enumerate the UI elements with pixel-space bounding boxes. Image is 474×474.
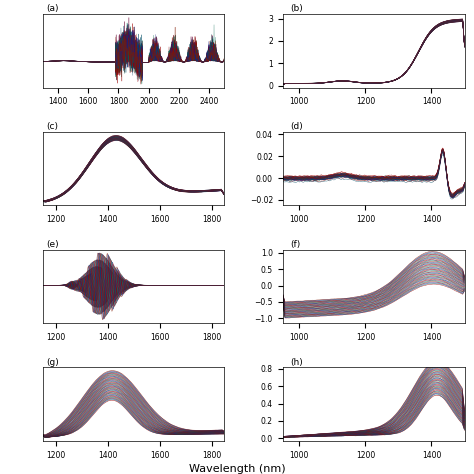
Text: (b): (b) [290, 4, 303, 13]
Text: (e): (e) [46, 240, 59, 249]
Text: (f): (f) [290, 240, 300, 249]
Text: (c): (c) [46, 122, 58, 131]
Text: (h): (h) [290, 357, 303, 366]
Text: (d): (d) [290, 122, 303, 131]
Text: (a): (a) [46, 4, 59, 13]
Text: Wavelength (nm): Wavelength (nm) [189, 464, 285, 474]
Text: (g): (g) [46, 357, 59, 366]
